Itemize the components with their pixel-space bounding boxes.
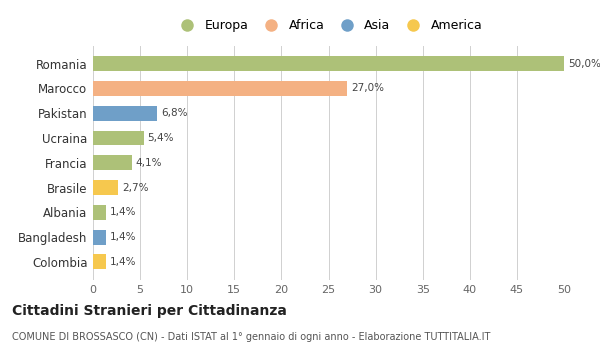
Text: 2,7%: 2,7% [122, 183, 149, 193]
Bar [93, 155, 131, 170]
Text: Cittadini Stranieri per Cittadinanza: Cittadini Stranieri per Cittadinanza [12, 304, 287, 318]
Text: 1,4%: 1,4% [110, 232, 136, 242]
Text: COMUNE DI BROSSASCO (CN) - Dati ISTAT al 1° gennaio di ogni anno - Elaborazione : COMUNE DI BROSSASCO (CN) - Dati ISTAT al… [12, 332, 490, 343]
Text: 50,0%: 50,0% [568, 58, 600, 69]
Bar [93, 106, 157, 121]
Bar [93, 230, 106, 245]
Bar [93, 131, 144, 145]
Bar [93, 56, 564, 71]
Bar [93, 254, 106, 270]
Text: 1,4%: 1,4% [110, 257, 136, 267]
Bar [93, 81, 347, 96]
Legend: Europa, Africa, Asia, America: Europa, Africa, Asia, America [170, 14, 487, 37]
Text: 1,4%: 1,4% [110, 207, 136, 217]
Bar [93, 180, 118, 195]
Bar [93, 205, 106, 220]
Text: 6,8%: 6,8% [161, 108, 187, 118]
Text: 4,1%: 4,1% [136, 158, 162, 168]
Text: 27,0%: 27,0% [351, 83, 384, 93]
Text: 5,4%: 5,4% [148, 133, 174, 143]
